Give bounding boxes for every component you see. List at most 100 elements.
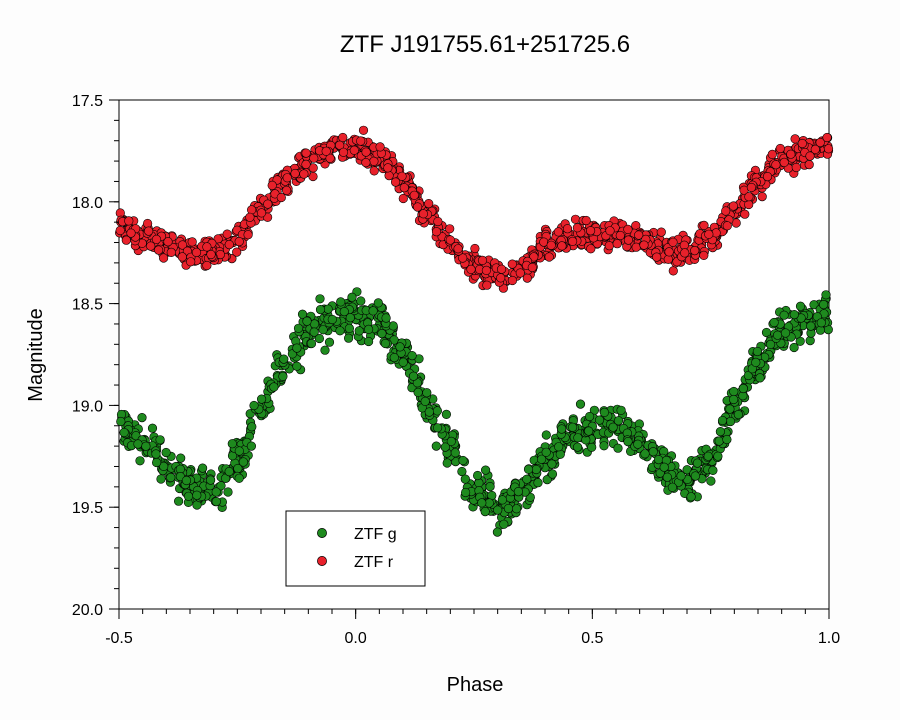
r-point	[115, 225, 125, 236]
r-point	[744, 192, 754, 202]
g-point	[460, 474, 470, 484]
r-point	[757, 192, 767, 202]
g-point	[413, 387, 423, 398]
r-point	[570, 214, 581, 224]
g-point	[733, 410, 744, 420]
r-point	[224, 240, 234, 250]
r-point	[740, 209, 750, 219]
g-point	[503, 503, 514, 514]
g-point	[446, 436, 456, 447]
r-point	[481, 265, 492, 276]
g-point	[441, 409, 452, 420]
g-point	[133, 439, 143, 449]
g-point	[440, 442, 450, 452]
r-point	[159, 253, 169, 263]
r-point	[361, 147, 371, 157]
g-point	[457, 466, 467, 477]
r-point	[290, 168, 300, 179]
r-point	[572, 223, 583, 233]
r-point	[267, 180, 277, 190]
r-point	[746, 182, 757, 193]
data-points	[114, 125, 834, 537]
y-tick-label: 18.0	[72, 195, 103, 212]
r-point	[623, 235, 634, 245]
g-point	[315, 294, 325, 304]
r-point	[604, 241, 614, 251]
r-point	[222, 229, 232, 239]
g-point	[477, 498, 487, 508]
r-point	[458, 253, 468, 263]
g-point	[151, 449, 161, 459]
g-point	[662, 472, 672, 482]
x-tick-label: 0.5	[581, 630, 603, 647]
r-point	[453, 244, 463, 254]
g-point	[713, 451, 723, 461]
r-point	[276, 192, 286, 203]
r-point	[409, 190, 419, 200]
r-point	[234, 237, 244, 247]
r-point	[433, 216, 443, 227]
g-point	[485, 482, 495, 492]
r-point	[191, 247, 202, 257]
r-point	[206, 249, 216, 260]
g-point	[575, 399, 586, 409]
g-point	[633, 439, 643, 449]
g-point	[772, 330, 783, 340]
g-point	[738, 383, 748, 394]
g-point	[373, 298, 383, 308]
r-point	[634, 230, 644, 240]
g-point	[818, 300, 829, 310]
g-point	[347, 292, 357, 302]
g-point	[511, 504, 522, 514]
y-tick-label: 17.5	[72, 93, 103, 110]
g-point	[725, 404, 735, 414]
r-point	[797, 138, 807, 149]
g-point	[318, 325, 328, 335]
g-point	[816, 318, 826, 328]
r-point	[383, 163, 393, 173]
r-point	[301, 159, 311, 169]
g-point	[608, 422, 618, 432]
r-point	[721, 206, 731, 216]
g-point	[533, 478, 543, 488]
r-point	[652, 252, 662, 262]
r-point	[186, 257, 196, 267]
g-point	[659, 462, 669, 472]
g-point	[257, 394, 267, 404]
g-point	[336, 297, 346, 307]
g-point	[420, 396, 430, 407]
r-point	[786, 149, 796, 159]
r-point	[612, 239, 622, 249]
r-point	[263, 199, 273, 209]
g-point	[302, 316, 312, 326]
g-point	[323, 304, 333, 314]
r-point	[631, 242, 641, 252]
r-point	[154, 245, 164, 255]
g-point	[599, 441, 609, 451]
g-point	[279, 354, 289, 364]
g-point	[315, 305, 326, 315]
r-point	[338, 147, 349, 157]
g-point	[492, 527, 503, 537]
g-point	[599, 407, 610, 418]
r-point	[581, 215, 591, 226]
r-point	[321, 146, 331, 156]
g-point	[181, 475, 192, 486]
r-point	[562, 224, 573, 234]
r-point	[202, 260, 212, 271]
g-point	[183, 491, 194, 501]
g-point	[795, 301, 806, 311]
g-point	[729, 386, 739, 397]
g-point	[433, 423, 443, 433]
x-tick-label: 0.0	[345, 630, 367, 647]
r-point	[431, 227, 442, 237]
r-point	[335, 140, 345, 150]
axis-ticks: -0.5 0.0 0.5 1.0 17.5 18.0 18.5 19.0 19.5 20.0	[72, 93, 840, 647]
g-point	[450, 448, 460, 458]
r-point	[375, 142, 385, 152]
r-point	[245, 212, 255, 222]
r-point	[144, 226, 154, 236]
g-point	[431, 441, 441, 451]
g-point	[335, 326, 345, 336]
